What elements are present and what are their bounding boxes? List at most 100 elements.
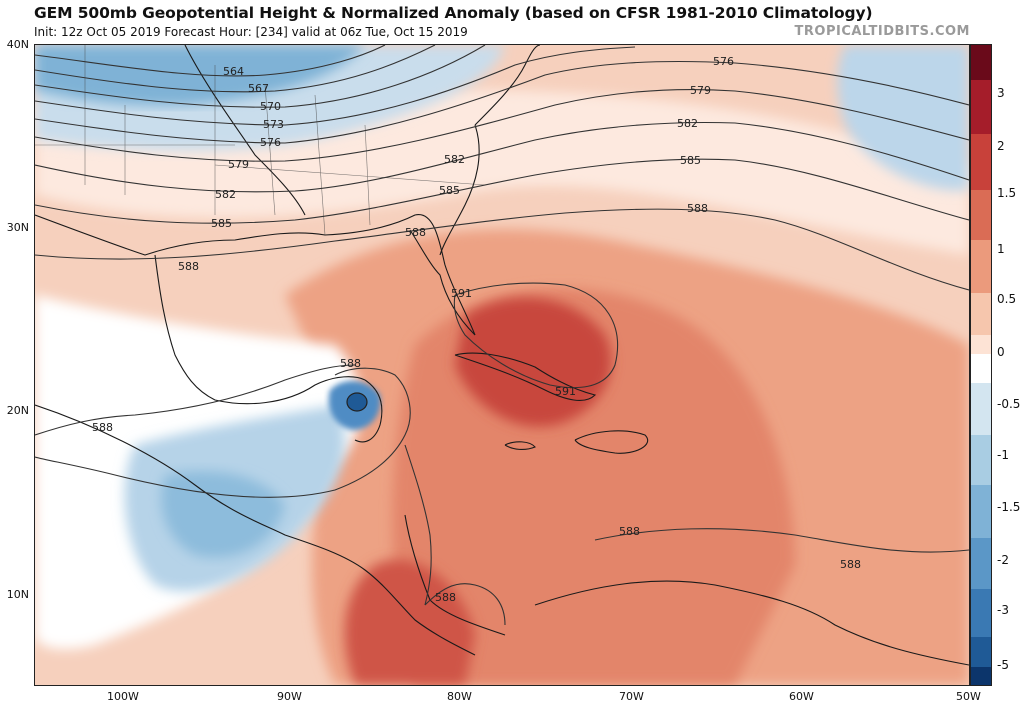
contour-label: 579 <box>690 84 711 97</box>
contour-label: 576 <box>260 136 281 149</box>
chart-subtitle: Init: 12z Oct 05 2019 Forecast Hour: [23… <box>34 25 468 39</box>
contour-label: 576 <box>713 55 734 68</box>
brand-watermark: TROPICALTIDBITS.COM <box>794 24 970 39</box>
contour-573 <box>35 46 636 126</box>
contour-label: 588 <box>405 226 426 239</box>
contour-label: 588 <box>178 260 199 273</box>
contour-588-gulf <box>35 367 411 498</box>
contour-label: 564 <box>223 65 244 78</box>
gulf-coast-north <box>35 214 476 336</box>
colorbar-segment <box>971 190 991 240</box>
height-contours <box>35 45 969 626</box>
colorbar-segment <box>971 383 991 435</box>
contour-567 <box>35 45 436 93</box>
contour-579 <box>35 89 969 162</box>
contour-588-central <box>404 444 432 606</box>
contour-582 <box>35 121 969 193</box>
colorbar-label: 1.5 <box>997 186 1017 200</box>
contour-label: 570 <box>260 100 281 113</box>
colorbar-segment <box>971 435 991 485</box>
colorbar-segment <box>971 589 991 637</box>
lat-label: 30N <box>6 221 29 234</box>
lat-label: 10N <box>6 588 29 601</box>
colorbar-segment <box>971 134 991 190</box>
lon-label: 60W <box>789 690 814 703</box>
colorbar-label: 3 <box>997 86 1005 100</box>
contour-588-south <box>594 528 969 553</box>
chart-title: GEM 500mb Geopotential Height & Normaliz… <box>34 4 873 22</box>
contour-label: 582 <box>677 117 698 130</box>
colorbar-label: 1 <box>997 242 1005 256</box>
contour-588-west <box>35 364 356 436</box>
contour-label: 588 <box>619 525 640 538</box>
colorbar-label: -5 <box>997 658 1009 672</box>
colorbar-segment <box>971 485 991 538</box>
anomaly-max-caribbean <box>455 297 612 427</box>
contour-570 <box>35 45 486 108</box>
contour-label: 591 <box>555 385 576 398</box>
mexico-gulf-coast <box>154 254 366 405</box>
colorbar-label: -0.5 <box>997 397 1021 411</box>
contour-label: 567 <box>248 82 269 95</box>
lon-label: 50W <box>956 690 981 703</box>
us-east-coast <box>439 124 480 256</box>
contour-label: 588 <box>687 202 708 215</box>
contour-label: 588 <box>435 591 456 604</box>
contour-585 <box>35 158 969 224</box>
contour-label: 579 <box>228 158 249 171</box>
pacific-coast <box>35 404 476 656</box>
south-america-coast <box>534 580 969 666</box>
colorbar-segment <box>971 45 991 80</box>
colorbar-label: -1 <box>997 448 1009 462</box>
contour-588-panama <box>424 583 506 626</box>
anomaly-map-svg: 564 567 570 573 576 576 579 579 582 582 … <box>35 45 969 685</box>
contour-588 <box>35 208 969 291</box>
colorbar-label: -3 <box>997 603 1009 617</box>
contour-label: 582 <box>215 188 236 201</box>
contour-label: 588 <box>840 558 861 571</box>
cuba-coast <box>454 352 597 401</box>
colorbar-label: 2 <box>997 139 1005 153</box>
colorbar-segment <box>971 293 991 335</box>
low-center <box>347 393 367 411</box>
us-border-line <box>184 45 306 216</box>
colorbar-segment <box>971 667 991 685</box>
colorbar-segment <box>971 637 991 667</box>
colorbar-segment <box>971 335 991 354</box>
us-northeast-coast <box>474 45 541 126</box>
lon-label: 70W <box>619 690 644 703</box>
contour-label: 582 <box>444 153 465 166</box>
contour-label: 585 <box>439 184 460 197</box>
contour-label: 573 <box>263 118 284 131</box>
yucatan-coast <box>354 379 383 443</box>
colorbar-label: 0 <box>997 345 1005 359</box>
contour-label: 588 <box>92 421 113 434</box>
colorbar <box>970 44 992 686</box>
anomaly-map: 564 567 570 573 576 576 579 579 582 582 … <box>34 44 970 686</box>
anomaly-low-yucatan <box>161 471 285 558</box>
colorbar-segment <box>971 538 991 589</box>
lon-label: 90W <box>277 690 302 703</box>
lat-label: 40N <box>6 38 29 51</box>
low-center-contour <box>346 392 368 412</box>
contour-label: 585 <box>211 217 232 230</box>
lon-label: 100W <box>107 690 139 703</box>
lon-label: 80W <box>447 690 472 703</box>
colorbar-label: -1.5 <box>997 500 1021 514</box>
hispaniola-coast <box>574 430 648 454</box>
colorbar-label: 0.5 <box>997 292 1017 306</box>
contour-576 <box>35 60 969 144</box>
colorbar-segment <box>971 240 991 293</box>
contour-labels: 564 567 570 573 576 576 579 579 582 582 … <box>92 55 861 604</box>
contour-label: 585 <box>680 154 701 167</box>
contour-591 <box>453 282 619 389</box>
border-5 <box>314 94 326 236</box>
contour-label: 591 <box>451 287 472 300</box>
colorbar-segment <box>971 354 991 383</box>
contour-564 <box>35 45 386 77</box>
colorbar-label: -2 <box>997 553 1009 567</box>
lat-label: 20N <box>6 404 29 417</box>
jamaica-coast <box>504 441 536 450</box>
contour-label: 588 <box>340 357 361 370</box>
colorbar-segment <box>971 80 991 134</box>
